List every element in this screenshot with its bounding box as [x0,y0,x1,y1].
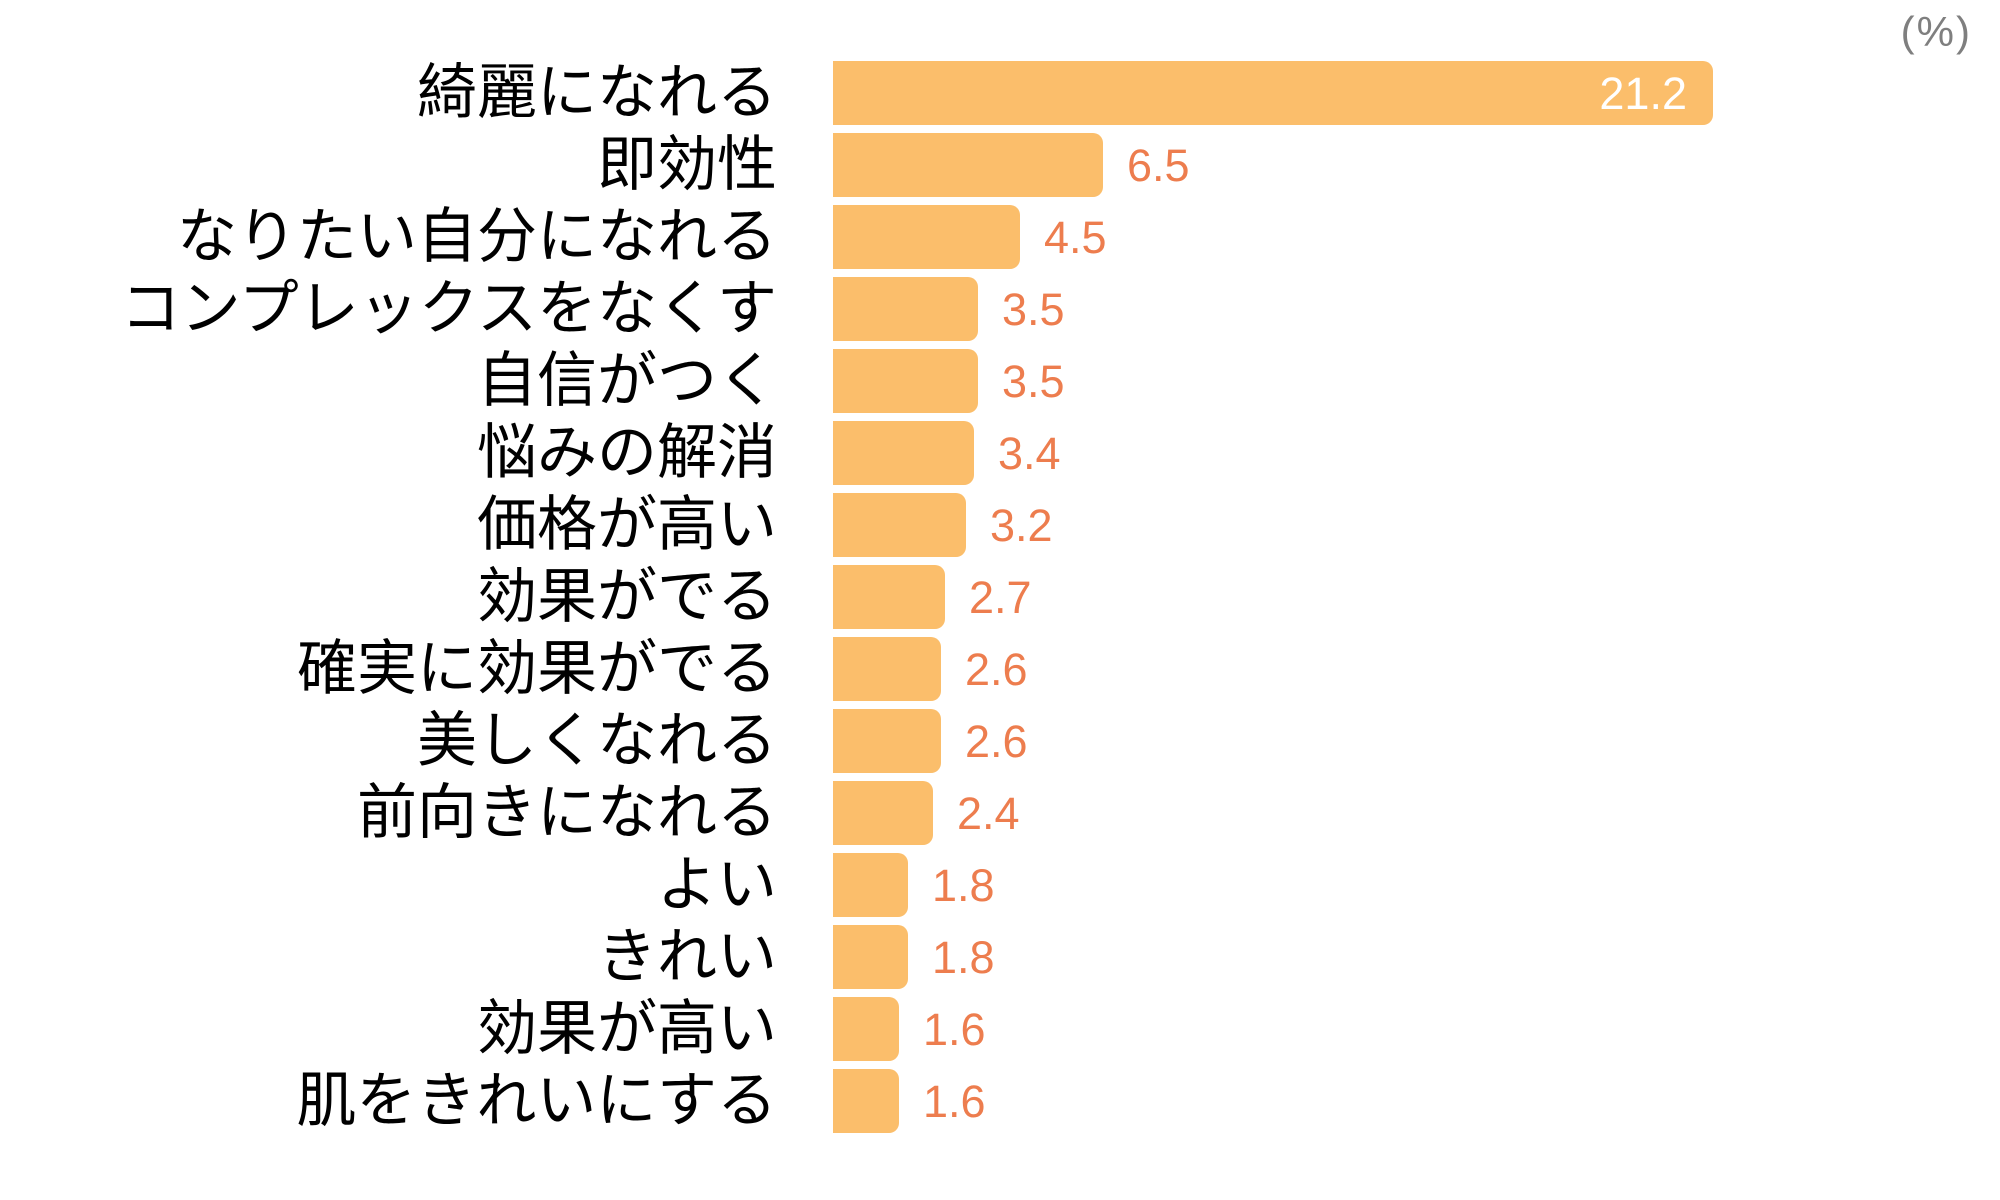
value-label: 3.4 [998,427,1061,479]
category-label: きれい [597,923,777,990]
category-label: 綺麗になれる [417,59,777,126]
value-label: 3.5 [1002,355,1065,407]
bar-row: 自信がつく 3.5 [0,345,2000,417]
bar [833,1069,899,1133]
bar [833,709,941,773]
bar-row: 価格が高い 3.2 [0,489,2000,561]
value-label: 4.5 [1044,211,1107,263]
bar-zone: 2.6 [833,709,2000,773]
bar-row: 肌をきれいにする 1.6 [0,1065,2000,1137]
bar-zone: 1.6 [833,1069,2000,1133]
bar [833,997,899,1061]
bar-row: 綺麗になれる 21.2 [0,57,2000,129]
bar-zone: 1.6 [833,997,2000,1061]
category-label: 即効性 [597,131,777,198]
category-label: 効果がでる [477,563,777,630]
category-label: なりたい自分になれる [177,203,777,270]
category-label: 確実に効果がでる [297,635,777,702]
bar: 21.2 [833,61,1713,125]
bar-zone: 1.8 [833,853,2000,917]
value-label: 2.6 [965,715,1028,767]
bar [833,349,978,413]
bar [833,565,945,629]
bar [833,637,941,701]
bar-zone: 2.4 [833,781,2000,845]
bar-zone: 2.7 [833,565,2000,629]
bar-row: よい 1.8 [0,849,2000,921]
value-label: 2.4 [957,787,1020,839]
value-label: 21.2 [1599,67,1687,119]
bar [833,133,1103,197]
bar [833,853,908,917]
bar-row: 即効性 6.5 [0,129,2000,201]
category-label: 美しくなれる [417,707,777,774]
bar-zone: 4.5 [833,205,2000,269]
bar-row: 美しくなれる 2.6 [0,705,2000,777]
bar-zone: 3.5 [833,349,2000,413]
bar-row: 効果が高い 1.6 [0,993,2000,1065]
bar [833,493,966,557]
bar [833,205,1020,269]
category-label: コンプレックスをなくす [120,275,777,342]
bar [833,781,933,845]
bar-zone: 1.8 [833,925,2000,989]
bar-rows: 綺麗になれる 21.2 即効性 6.5 なりたい自分になれる 4.5 コンプレッ… [0,57,2000,1137]
value-label: 3.5 [1002,283,1065,335]
category-label: 肌をきれいにする [296,1067,777,1134]
bar-zone: 3.2 [833,493,2000,557]
value-label: 1.8 [932,931,995,983]
value-label: 1.6 [923,1075,986,1127]
bar [833,421,974,485]
bar-row: 悩みの解消 3.4 [0,417,2000,489]
value-label: 3.2 [990,499,1053,551]
bar-row: 効果がでる 2.7 [0,561,2000,633]
category-label: 効果が高い [477,995,777,1062]
bar-zone: 6.5 [833,133,2000,197]
bar-row: コンプレックスをなくす 3.5 [0,273,2000,345]
bar-zone: 21.2 [833,61,2000,125]
bar-row: きれい 1.8 [0,921,2000,993]
value-label: 1.8 [932,859,995,911]
value-label: 1.6 [923,1003,986,1055]
value-label: 2.6 [965,643,1028,695]
category-label: よい [657,851,777,918]
bar-zone: 3.4 [833,421,2000,485]
bar-row: 前向きになれる 2.4 [0,777,2000,849]
category-label: 悩みの解消 [477,419,777,486]
unit-label: (%) [1900,8,1972,55]
bar [833,277,978,341]
bar-row: なりたい自分になれる 4.5 [0,201,2000,273]
bar-zone: 2.6 [833,637,2000,701]
category-label: 自信がつく [477,347,777,414]
value-label: 2.7 [969,571,1032,623]
bar-row: 確実に効果がでる 2.6 [0,633,2000,705]
category-label: 価格が高い [477,491,777,558]
category-label: 前向きになれる [357,779,777,846]
bar-zone: 3.5 [833,277,2000,341]
bar [833,925,908,989]
value-label: 6.5 [1127,139,1190,191]
